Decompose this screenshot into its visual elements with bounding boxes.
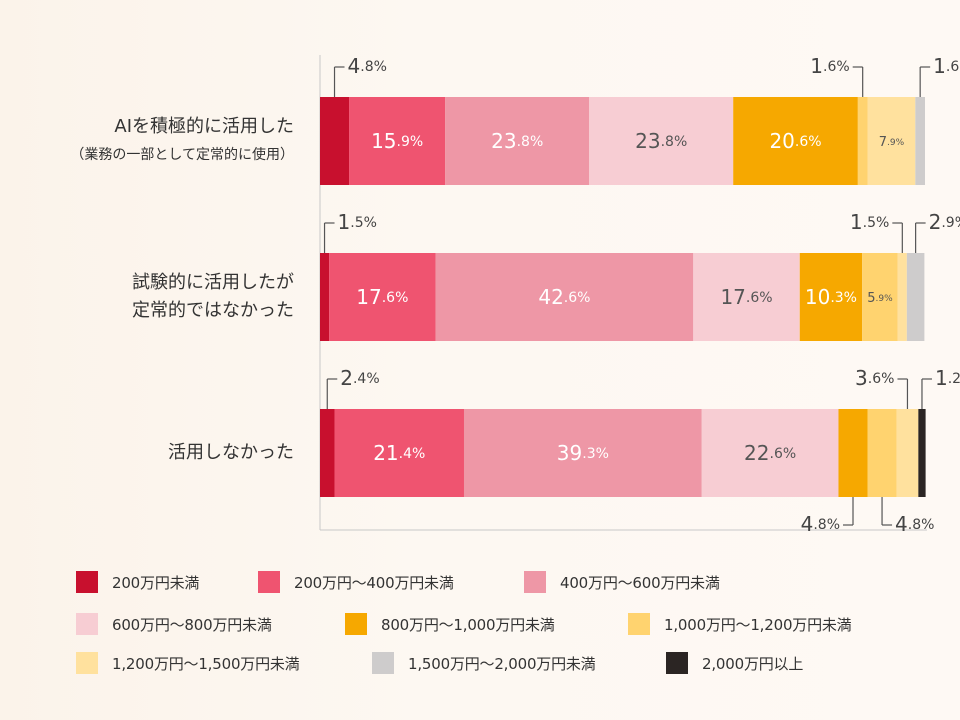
bar-segment	[320, 97, 350, 185]
bar-segment	[896, 409, 919, 497]
bar-segment	[334, 409, 464, 497]
data-label: 5.9%	[867, 291, 893, 306]
bar-segment	[701, 409, 839, 497]
bar-segment	[799, 253, 863, 341]
data-label: 15.9%	[371, 129, 423, 153]
category-label: 活用しなかった	[168, 442, 294, 463]
bar-segment	[915, 97, 925, 185]
bar-segment	[733, 97, 858, 185]
bar-segment	[897, 253, 907, 341]
data-label: 39.3%	[557, 441, 609, 465]
bar-segment	[862, 253, 898, 341]
data-label: 1.6%	[810, 54, 849, 78]
category-label: 試験的に活用したが	[132, 272, 294, 293]
bar-segment	[693, 253, 800, 341]
data-label: 1.2%	[935, 366, 960, 390]
category-label: AIを積極的に活用した	[114, 116, 294, 137]
bar-segment	[349, 97, 446, 185]
bar-segment	[320, 253, 330, 341]
data-label: 17.6%	[356, 285, 408, 309]
category-label: 定常的ではなかった	[132, 300, 294, 321]
data-label: 22.6%	[744, 441, 796, 465]
data-label: 7.9%	[879, 135, 905, 150]
data-label: 20.6%	[769, 129, 821, 153]
data-label: 1.6%	[933, 54, 960, 78]
data-label: 1.5%	[850, 210, 889, 234]
data-label: 4.8%	[801, 512, 840, 536]
data-label: 17.6%	[720, 285, 772, 309]
data-label: 23.8%	[491, 129, 543, 153]
bar-segment	[838, 409, 868, 497]
bar-segment	[463, 409, 702, 497]
data-label: 3.6%	[855, 366, 894, 390]
bar-segment	[320, 409, 335, 497]
bar-segment	[918, 409, 926, 497]
data-label: 23.8%	[635, 129, 687, 153]
bar-segment	[329, 253, 436, 341]
bar-segment	[906, 253, 925, 341]
data-label: 21.4%	[373, 441, 425, 465]
data-label: 2.4%	[340, 366, 379, 390]
bar-segment	[435, 253, 694, 341]
data-label: 10.3%	[805, 285, 857, 309]
bar-segment	[445, 97, 590, 185]
bar-segment	[589, 97, 734, 185]
bar-segment	[857, 97, 868, 185]
bar-segment	[867, 97, 916, 185]
category-label: （業務の一部として定常的に使用）	[70, 146, 294, 163]
bar-segment	[867, 409, 897, 497]
data-label: 1.5%	[338, 210, 377, 234]
data-label: 4.8%	[348, 54, 387, 78]
data-label: 4.8%	[895, 512, 934, 536]
data-label: 42.6%	[538, 285, 590, 309]
data-label: 2.9%	[929, 210, 960, 234]
